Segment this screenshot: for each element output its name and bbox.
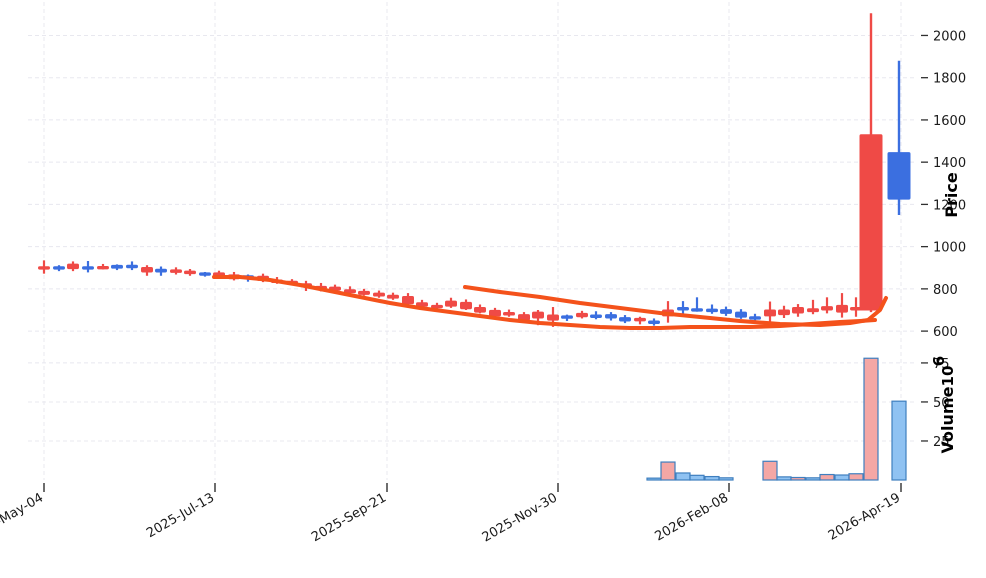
volume-bar: [646, 477, 662, 481]
volume-axis-exponent-base: 10: [939, 366, 957, 387]
price-tick-label: 2000: [933, 29, 966, 44]
volume-bar: [790, 476, 806, 481]
candle-body: [489, 309, 501, 317]
candle-body: [706, 308, 718, 313]
candle-body: [358, 290, 370, 295]
price-tick-label: 1800: [933, 72, 966, 87]
candle-body: [691, 308, 703, 312]
candle-body: [561, 315, 573, 319]
candle-body: [82, 266, 94, 270]
candle-body: [474, 306, 486, 313]
volume-tick-label: 25: [933, 435, 950, 450]
candle-body: [402, 295, 414, 305]
candle-body: [677, 306, 689, 311]
volume-bar: [776, 476, 792, 481]
candle-body: [387, 294, 399, 299]
volume-bar: [718, 477, 734, 481]
candle-body: [821, 306, 833, 311]
candle-body: [141, 267, 153, 273]
volume-bar: [762, 460, 778, 481]
volume-bar: [848, 473, 864, 481]
price-tick-label: 600: [933, 325, 958, 340]
price-tick-label: 1000: [933, 241, 966, 256]
moving-average-layer: [212, 275, 888, 330]
moving-average-line: [212, 275, 877, 330]
volume-bars-layer: [646, 357, 907, 481]
candle-body: [503, 312, 515, 316]
volume-bar: [891, 400, 907, 481]
candle-body: [836, 304, 848, 313]
candle-body: [887, 152, 911, 200]
candle-body: [445, 300, 457, 307]
price-tick-label: 1600: [933, 114, 966, 129]
candle-body: [532, 311, 544, 319]
candle-body: [126, 264, 138, 269]
candle-body: [38, 266, 50, 270]
candle-body: [170, 269, 182, 273]
candle-body: [199, 272, 211, 276]
candle-body: [460, 301, 472, 310]
volume-bar: [704, 475, 720, 481]
axis-layer: [43, 34, 928, 492]
candle-body: [648, 320, 660, 325]
candle-body: [792, 306, 804, 314]
volume-bar: [689, 474, 705, 481]
price-tick-label: 1200: [933, 198, 966, 213]
candle-body: [547, 314, 559, 321]
candle-body: [111, 264, 123, 269]
candle-body: [735, 311, 747, 318]
candle-body: [576, 312, 588, 318]
candle-body: [778, 309, 790, 316]
candle-body: [764, 309, 776, 317]
price-axis-title: Price: [942, 172, 961, 218]
volume-tick-label: 75: [933, 357, 950, 372]
volume-bar: [863, 357, 879, 481]
price-tick-label: 1400: [933, 156, 966, 171]
candle-body: [619, 317, 631, 322]
volume-bar: [819, 473, 835, 481]
volume-axis-exponent-superscript: 6: [930, 356, 948, 366]
volume-tick-label: 50: [933, 396, 950, 411]
candle-body: [749, 316, 761, 320]
candle-body: [416, 302, 428, 307]
candle-body: [67, 263, 79, 270]
price-tick-label: 800: [933, 283, 958, 298]
candle-body: [605, 314, 617, 319]
candle-body: [184, 270, 196, 275]
candle-body: [97, 265, 109, 270]
candle-body: [720, 309, 732, 314]
volume-bar: [660, 461, 676, 481]
candle-body: [344, 289, 356, 294]
candle-body: [53, 266, 65, 270]
volume-axis-title: Volume: [938, 386, 957, 453]
candle-body: [431, 304, 443, 309]
volume-bar: [675, 472, 691, 481]
volume-bar: [834, 474, 850, 481]
candle-body: [859, 134, 883, 311]
candle-body: [634, 317, 646, 322]
candle-body: [155, 268, 167, 273]
candle-body: [373, 292, 385, 297]
grid-layer: [28, 2, 916, 480]
candle-body: [807, 308, 819, 313]
candle-body: [590, 314, 602, 318]
volume-bar: [805, 477, 821, 481]
